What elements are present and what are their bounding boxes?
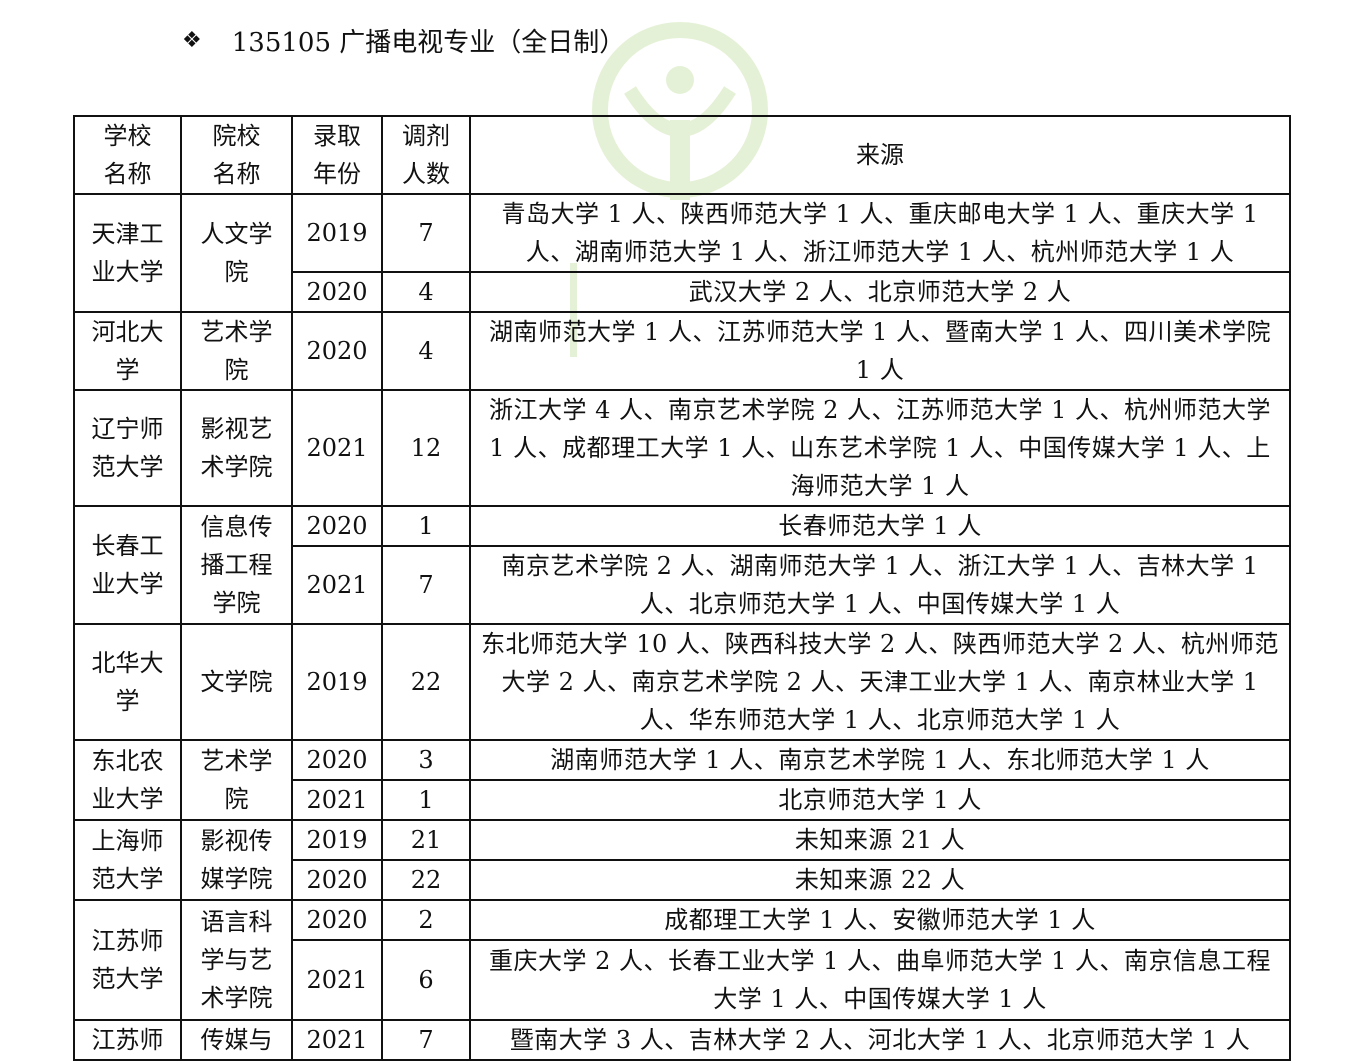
count-cell: 12 [381,389,471,507]
source-cell: 北京师范大学 1 人 [469,779,1291,821]
year-cell: 2019 [291,623,383,741]
count-cell: 3 [381,739,471,781]
table-row: 东北农 业大学 艺术学 院 2020 3 湖南师范大学 1 人、南京艺术学院 1 人、东… [73,739,1291,821]
source-cell: 成都理工大学 1 人、安徽师范大学 1 人 [469,899,1291,941]
table-row: 2021 7 南京艺术学院 2 人、湖南师范大学 1 人、浙江大学 1 人、吉林大学… [74,545,1291,625]
year-cell: 2019 [291,193,383,273]
source-cell: 湖南师范大学 1 人、江苏师范大学 1 人、暨南大学 1 人、四川美术学院 1 … [469,311,1291,391]
count-cell: 1 [381,779,471,821]
college-name-cell: 文学院 [180,623,293,741]
source-cell: 南京艺术学院 2 人、湖南师范大学 1 人、浙江大学 1 人、吉林大学 1 人、… [469,545,1291,625]
table-row: 2020 22 未知来源 22 人 [74,859,1291,901]
school-name-cell: 辽宁师 范大学 [73,389,182,507]
table-row: 2021 1 北京师范大学 1 人 [74,779,1291,821]
table-row: 2021 6 重庆大学 2 人、长春工业大学 1 人、曲阜师范大学 1 人、南京信息… [74,939,1291,1021]
count-cell: 4 [381,311,471,391]
count-cell: 1 [381,505,471,547]
count-cell: 4 [381,271,471,313]
college-name-cell: 影视传 媒学院 [180,819,293,901]
table-row: 长春工 业大学 信息传 播工程 学院 2020 1 长春师范大学 1 人 [73,505,1291,625]
year-cell: 2021 [291,779,383,821]
table-row: 河北大 学艺术学 院 2020 4 湖南师范大学 1 人、江苏师范大学 1 人、暨南大… [73,311,1291,391]
year-cell: 2020 [291,311,383,391]
count-cell: 22 [381,623,471,741]
school-name-cell: 北华大 学 [73,623,182,741]
college-name-cell: 人文学 院 [180,193,293,313]
college-name-cell: 艺术学 院 [180,311,293,391]
section-heading: ❖ 135105 广播电视专业（全日制） [182,22,625,59]
year-cell: 2021 [291,1019,383,1061]
school-name-cell: 东北农 业大学 [73,739,182,821]
bullet-icon: ❖ [182,28,202,53]
table-row: 北华大 学文学院 2019 22 东北师范大学 10 人、陕西科技大学 2 人、陕西师… [73,623,1291,741]
table-row: 天津工 业大学 人文学 院 2019 7 青岛大学 1 人、陕西师范大学 1 人、重庆邮… [73,193,1291,313]
year-cell: 2020 [291,271,383,313]
header-college: 院校 名称 [180,115,293,195]
header-year: 录取 年份 [291,115,383,195]
source-cell: 重庆大学 2 人、长春工业大学 1 人、曲阜师范大学 1 人、南京信息工程大学 … [469,939,1291,1021]
college-name-cell: 影视艺 术学院 [180,389,293,507]
year-cell: 2020 [291,859,383,901]
source-cell: 武汉大学 2 人、北京师范大学 2 人 [469,271,1291,313]
table-row: 辽宁师 范大学 影视艺 术学院 2021 12 浙江大学 4 人、南京艺术学院 2 人、… [73,389,1291,507]
college-name-cell: 艺术学 院 [180,739,293,821]
header-source: 来源 [469,115,1291,195]
year-cell: 2019 [291,819,383,861]
table-row: 江苏师 范大学 语言科 学与艺 术学院 2020 2 成都理工大学 1 人、安徽师范大学… [73,899,1291,1021]
count-cell: 7 [381,545,471,625]
table-row: 上海师 范大学 影视传 媒学院 2019 21 未知来源 21 人 [73,819,1291,901]
year-cell: 2020 [291,505,383,547]
source-cell: 青岛大学 1 人、陕西师范大学 1 人、重庆邮电大学 1 人、重庆大学 1 人、… [469,193,1291,273]
count-cell: 7 [381,1019,471,1061]
header-row: 学校 名称 院校 名称 录取 年份 调剂 人数 来源 [73,115,1291,195]
college-name-cell: 信息传 播工程 学院 [180,505,293,625]
year-cell: 2021 [291,545,383,625]
source-cell: 未知来源 22 人 [469,859,1291,901]
school-name-cell: 长春工 业大学 [73,505,182,625]
table-row: 2020 4 武汉大学 2 人、北京师范大学 2 人 [74,271,1291,313]
source-cell: 暨南大学 3 人、吉林大学 2 人、河北大学 1 人、北京师范大学 1 人 [469,1019,1291,1061]
source-cell: 长春师范大学 1 人 [469,505,1291,547]
school-name-cell: 河北大 学 [73,311,182,391]
table-row: 江苏师 传媒与 2021 7 暨南大学 3 人、吉林大学 2 人、河北大学 1 人、北京… [73,1019,1291,1061]
school-name-cell: 江苏师 范大学 [73,899,182,1021]
school-name-cell: 天津工 业大学 [73,193,182,313]
college-name-cell: 语言科 学与艺 术学院 [180,899,293,1021]
source-cell: 东北师范大学 10 人、陕西科技大学 2 人、陕西师范大学 2 人、杭州师范大学… [469,623,1291,741]
source-cell: 浙江大学 4 人、南京艺术学院 2 人、江苏师范大学 1 人、杭州师范大学 1 … [469,389,1291,507]
source-cell: 未知来源 21 人 [469,819,1291,861]
year-cell: 2020 [291,739,383,781]
school-name-cell: 上海师 范大学 [73,819,182,901]
school-name-cell: 江苏师 [73,1019,182,1061]
year-cell: 2020 [291,899,383,941]
source-cell: 湖南师范大学 1 人、南京艺术学院 1 人、东北师范大学 1 人 [469,739,1291,781]
count-cell: 6 [381,939,471,1021]
count-cell: 22 [381,859,471,901]
header-school: 学校 名称 [73,115,182,195]
count-cell: 21 [381,819,471,861]
count-cell: 7 [381,193,471,273]
year-cell: 2021 [291,939,383,1021]
count-cell: 2 [381,899,471,941]
header-count: 调剂 人数 [381,115,471,195]
section-title: 135105 广播电视专业（全日制） [231,28,626,58]
college-name-cell: 传媒与 [180,1019,293,1061]
year-cell: 2021 [291,389,383,507]
